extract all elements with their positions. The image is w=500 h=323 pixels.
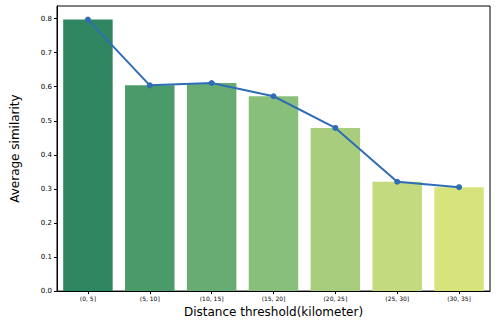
svg-text:(30, 35]: (30, 35]	[447, 295, 471, 302]
svg-text:(0, 5]: (0, 5]	[80, 295, 96, 302]
svg-text:(20, 25]: (20, 25]	[323, 295, 347, 302]
svg-text:(10, 15]: (10, 15]	[200, 295, 224, 302]
svg-text:Distance threshold(kilometer): Distance threshold(kilometer)	[184, 305, 363, 319]
svg-text:0.7: 0.7	[41, 49, 52, 57]
svg-text:0.8: 0.8	[41, 15, 52, 23]
svg-text:(25, 30]: (25, 30]	[385, 295, 409, 302]
svg-text:0.6: 0.6	[41, 83, 53, 91]
svg-text:0.1: 0.1	[41, 253, 52, 261]
svg-text:(15, 20]: (15, 20]	[262, 295, 286, 302]
svg-text:0.3: 0.3	[41, 185, 52, 193]
svg-text:0.5: 0.5	[41, 117, 52, 125]
svg-text:(5, 10]: (5, 10]	[140, 295, 160, 302]
svg-text:0.0: 0.0	[41, 287, 52, 295]
svg-text:Average similarity: Average similarity	[8, 94, 22, 202]
svg-text:0.4: 0.4	[41, 151, 53, 159]
svg-text:0.2: 0.2	[41, 219, 52, 227]
